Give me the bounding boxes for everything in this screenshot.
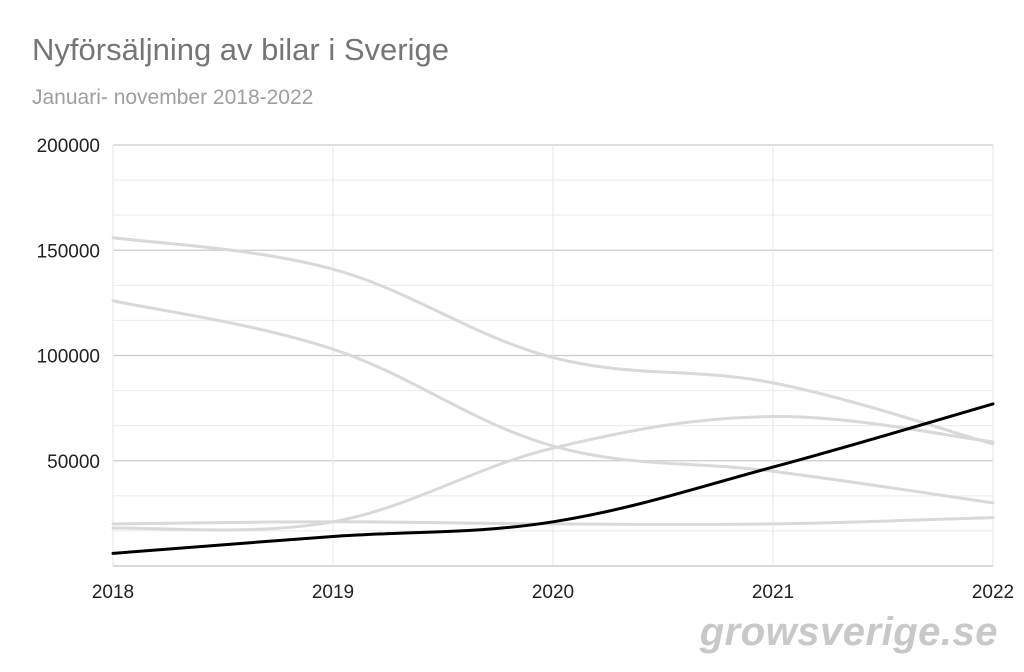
y-tick-label: 200000 [37,136,100,157]
y-tick-label: 150000 [37,241,100,262]
series-line-1 [111,236,995,446]
x-tick-label: 2018 [92,582,134,603]
series-line-3 [111,415,995,532]
x-tick-label: 2022 [972,582,1014,603]
series-line-4 [111,516,995,527]
y-tick-label: 50000 [47,452,100,473]
y-axis-labels: 50000 100000 150000 200000 [37,136,100,473]
x-axis-labels: 2018 2019 2020 2021 2022 [92,582,1014,603]
x-tick-label: 2021 [752,582,794,603]
x-tick-label: 2019 [312,582,354,603]
series-line-2 [111,299,995,505]
grid-lines [112,144,994,567]
chart-subtitle: Januari- november 2018-2022 [32,86,314,109]
y-tick-label: 100000 [37,347,100,368]
series-line-5 [111,402,995,555]
series-lines [111,236,995,555]
chart-title: Nyförsäljning av bilar i Sverige [32,32,449,67]
watermark-logo: growsverige.se [699,610,998,654]
x-tick-label: 2020 [532,582,574,603]
